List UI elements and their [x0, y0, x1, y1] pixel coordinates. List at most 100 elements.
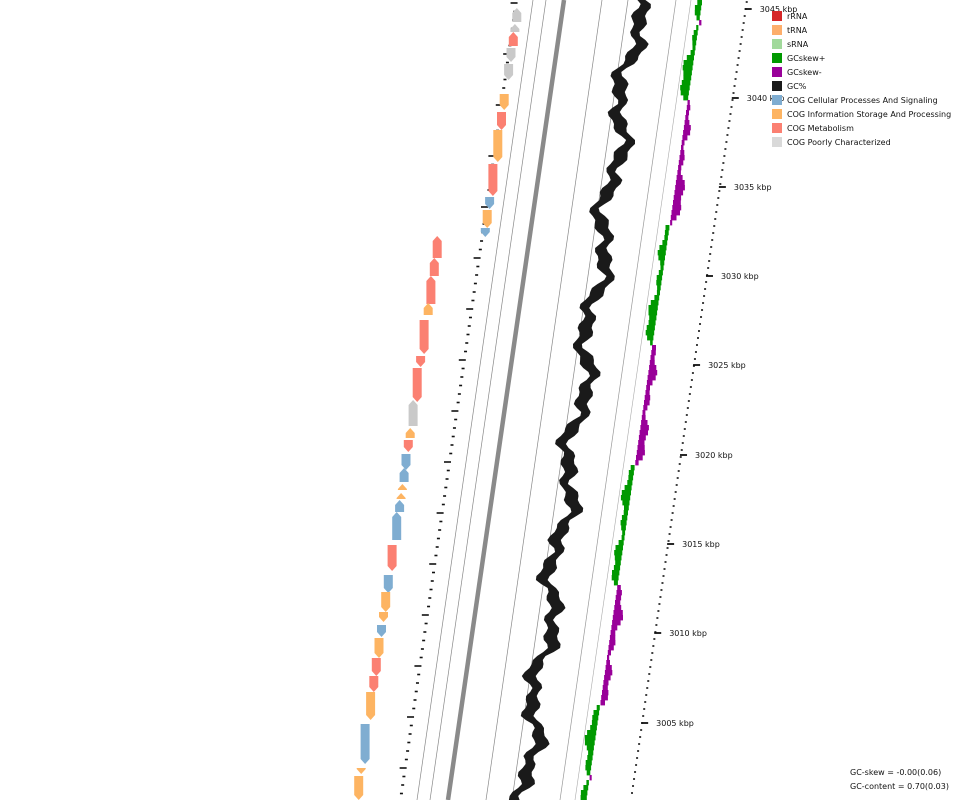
gc-skew-bar [648, 370, 658, 376]
gc-skew-bar [682, 135, 688, 141]
gene-feature [482, 210, 492, 228]
gc-skew-bar [607, 655, 610, 661]
gc-skew-bar [627, 480, 633, 486]
gc-skew-bar [696, 15, 700, 21]
gene-feature [396, 493, 406, 499]
gc-skew-bar [592, 715, 599, 721]
feature-tracks [354, 8, 522, 800]
gene-feature [387, 545, 397, 571]
gc-skew-bar [672, 205, 682, 211]
gc-skew-bar [609, 635, 616, 641]
gene-feature [504, 64, 514, 80]
gene-feature [432, 236, 442, 258]
gc-skew-bar [613, 565, 621, 571]
gc-skew-bar [612, 620, 621, 626]
gene-feature [356, 768, 366, 774]
legend-swatch [772, 109, 782, 119]
stats-block: GC-skew = -0.00(0.06) GC-content = 0.70(… [850, 766, 949, 794]
gene-feature [366, 692, 376, 720]
gc-skew-bar [682, 65, 693, 71]
gc-skew-bar [580, 790, 588, 796]
legend-swatch [772, 11, 782, 21]
gc-skew-track [580, 0, 702, 801]
gc-skew-bar [636, 450, 645, 456]
gc-skew-bar [589, 775, 592, 781]
gc-skew-bar [683, 60, 694, 66]
track-guide-line [485, 0, 603, 801]
gene-feature [377, 625, 386, 637]
gc-skew-bar [621, 535, 625, 541]
scale-label: 3025 kbp [708, 361, 746, 370]
gc-skew-bar [648, 320, 656, 326]
gc-skew-bar [584, 735, 596, 741]
gc-skew-bar [614, 555, 622, 561]
gc-skew-bar [646, 380, 653, 386]
gene-feature [416, 356, 426, 367]
gc-skew-bar [630, 465, 635, 471]
gene-feature [395, 500, 405, 512]
gc-skew-bar [615, 600, 621, 606]
gene-feature [374, 638, 384, 658]
gc-skew-bar [583, 785, 589, 791]
legend-label: GCskew+ [787, 53, 826, 63]
gc-skew-bar [638, 440, 645, 446]
legend-label: COG Information Storage And Processing [787, 109, 952, 119]
gc-skew-bar [677, 170, 681, 176]
gc-skew-bar [664, 235, 668, 241]
gc-skew-bar [615, 595, 622, 601]
gc-skew-bar [659, 245, 667, 251]
gc-skew-bar [610, 630, 616, 636]
gc-skew-bar [639, 430, 648, 436]
gc-skew-bar [649, 365, 657, 371]
gc-skew-bar [623, 510, 628, 516]
gc-skew-bar [675, 185, 685, 191]
gene-feature [480, 228, 490, 237]
gc-skew-bar [636, 455, 643, 461]
gene-feature [383, 575, 393, 593]
gene-feature [360, 724, 370, 764]
legend-label: GCskew- [787, 67, 822, 77]
gc-skew-bar [611, 625, 618, 631]
gc-skew-bar [697, 0, 702, 6]
gene-feature [371, 658, 381, 676]
gc-skew-bar [615, 560, 621, 566]
gene-feature [419, 320, 429, 354]
gc-skew-bar [660, 265, 664, 271]
gc-skew-bar [602, 685, 608, 691]
gc-skew-bar [665, 225, 670, 231]
legend-item: rRNA [772, 9, 951, 23]
gene-feature [403, 440, 413, 452]
track-guides [416, 0, 692, 801]
legend-swatch [772, 25, 782, 35]
gene-feature [510, 24, 520, 32]
gc-skew-bar [614, 550, 623, 556]
gc-skew-bar [607, 650, 611, 656]
gc-skew-bar [679, 155, 685, 161]
gc-skew-bar [680, 85, 690, 91]
gc-skew-bar [596, 705, 600, 711]
gc-skew-bar [603, 680, 609, 686]
gc-skew-bar [616, 590, 622, 596]
gc-skew-bar [584, 740, 595, 746]
gc-skew-bar [638, 435, 646, 441]
gc-skew-bar [650, 300, 659, 306]
gene-feature [488, 164, 498, 196]
gc-skew-bar [586, 770, 591, 776]
gc-skew-bar [686, 110, 689, 116]
gc-skew-bar [604, 670, 613, 676]
track-guide-line [574, 0, 692, 801]
gc-skew-bar [614, 605, 622, 611]
gc-skew-bar [685, 115, 689, 121]
gc-skew-bar [618, 540, 624, 546]
legend-item: GCskew- [772, 65, 951, 79]
legend-swatch [772, 95, 782, 105]
gene-feature [423, 303, 433, 315]
gc-skew-bar [588, 750, 594, 756]
gc-skew-bar [680, 150, 685, 156]
legend-swatch [772, 67, 782, 77]
gc-skew-bar [642, 410, 646, 416]
gc-skew-bar [620, 520, 627, 526]
scale-label: 3035 kbp [734, 183, 772, 192]
gc-skew-bar [644, 395, 651, 401]
